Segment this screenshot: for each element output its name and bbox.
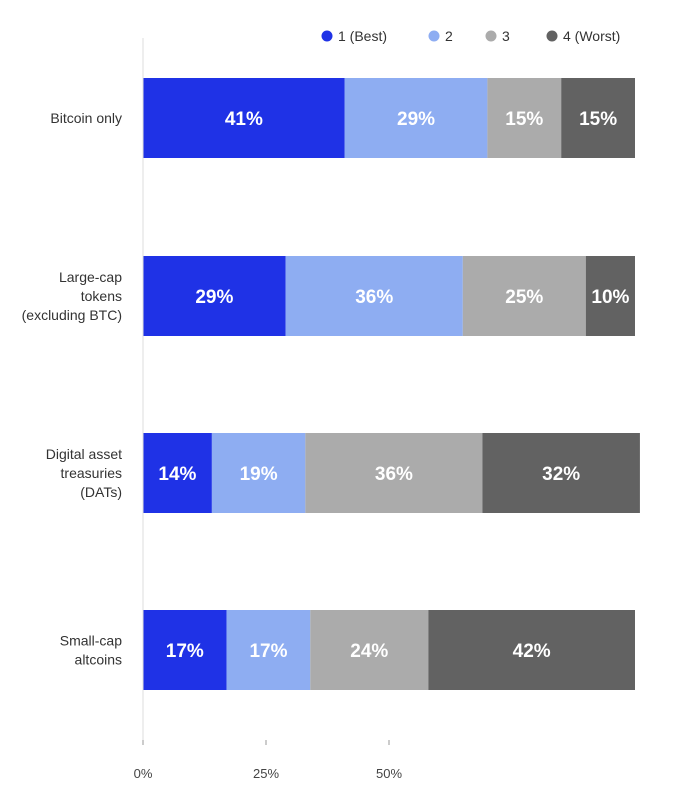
- data-label: 15%: [579, 109, 617, 130]
- category-label: Bitcoin only: [50, 110, 122, 126]
- bar-segment: [305, 433, 483, 513]
- data-label: 41%: [225, 109, 263, 130]
- legend-label: 4 (Worst): [563, 28, 620, 44]
- data-label: 10%: [591, 287, 629, 308]
- data-label: 36%: [355, 287, 393, 308]
- category-label: Large-cap: [59, 269, 122, 285]
- tick-label: 50%: [376, 766, 402, 781]
- category-label: (excluding BTC): [22, 307, 122, 323]
- bar-segment: [482, 433, 640, 513]
- legend-marker: [485, 30, 497, 42]
- bar-segment: [561, 78, 635, 158]
- data-label: 29%: [397, 109, 435, 130]
- bar-segment: [143, 78, 345, 158]
- legend: 1 (Best) 2 3 4 (Worst): [321, 28, 620, 44]
- category-label: tokens: [81, 288, 122, 304]
- category-label: (DATs): [80, 484, 122, 500]
- bar-segment: [143, 433, 212, 513]
- bar-segment: [143, 610, 227, 690]
- bar-segment: [585, 256, 635, 336]
- bar-segment: [487, 78, 562, 158]
- legend-marker: [321, 30, 333, 42]
- bar-segment: [428, 610, 635, 690]
- legend-marker: [546, 30, 558, 42]
- bar-segment: [344, 78, 488, 158]
- data-label: 24%: [350, 641, 388, 662]
- bar-segment: [143, 256, 286, 336]
- bar-segment: [310, 610, 429, 690]
- data-label: 15%: [505, 109, 543, 130]
- bar-segment: [285, 256, 463, 336]
- category-label: altcoins: [75, 652, 122, 668]
- x-axis-ticks: 0% 25% 50%: [134, 740, 402, 781]
- bar-segment: [226, 610, 311, 690]
- data-label: 32%: [542, 464, 580, 485]
- bar-segment: [211, 433, 306, 513]
- legend-label: 3: [502, 28, 510, 44]
- category-labels: Bitcoin only Large-cap tokens (excluding BT…: [22, 110, 123, 668]
- data-label: 17%: [166, 641, 204, 662]
- data-label: 36%: [375, 464, 413, 485]
- data-label: 19%: [240, 464, 278, 485]
- bars-area: 41% 29% 15% 15% 29% 36% 25% 10% 14% 19% 36% 32% 17% 1…: [143, 78, 640, 690]
- data-label: 14%: [158, 464, 196, 485]
- legend-label: 1 (Best): [338, 28, 387, 44]
- category-label: treasuries: [61, 465, 122, 481]
- bar-segment: [462, 256, 586, 336]
- category-label: Digital asset: [46, 446, 122, 462]
- data-label: 29%: [195, 287, 233, 308]
- category-label: Small-cap: [60, 633, 122, 649]
- data-label: 42%: [513, 641, 551, 662]
- legend-label: 2: [445, 28, 453, 44]
- tick-label: 25%: [253, 766, 279, 781]
- data-label: 17%: [249, 641, 287, 662]
- legend-marker: [428, 30, 440, 42]
- data-label: 25%: [505, 287, 543, 308]
- tick-label: 0%: [134, 766, 153, 781]
